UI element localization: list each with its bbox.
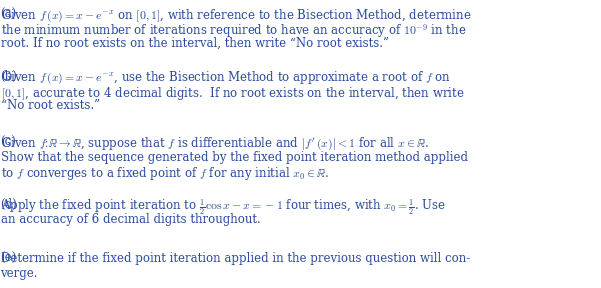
Text: Apply the fixed point iteration to $\frac{1}{2}\cos x - x = -1$ four times, with: Apply the fixed point iteration to $\fra… xyxy=(1,198,446,217)
Text: (a): (a) xyxy=(0,8,16,21)
Text: (b): (b) xyxy=(0,70,17,83)
Text: (e): (e) xyxy=(0,252,16,265)
Text: (c): (c) xyxy=(0,136,16,149)
Text: Given $f\,(x) = x - e^{-x}$, use the Bisection Method to approximate a root of $: Given $f\,(x) = x - e^{-x}$, use the Bis… xyxy=(1,70,451,86)
Text: Show that the sequence generated by the fixed point iteration method applied: Show that the sequence generated by the … xyxy=(1,151,468,164)
Text: the minimum number of iterations required to have an accuracy of $10^{-9}$ in th: the minimum number of iterations require… xyxy=(1,22,466,40)
Text: “No root exists.”: “No root exists.” xyxy=(1,99,100,112)
Text: to $f$ converges to a fixed point of $f$ for any initial $x_0 \in \mathbb{R}$.: to $f$ converges to a fixed point of $f$… xyxy=(1,165,329,182)
Text: (d): (d) xyxy=(0,198,17,211)
Text: Given $f\,(x) = x-e^{-x}$ on $[0, 1]$, with reference to the Bisection Method, d: Given $f\,(x) = x-e^{-x}$ on $[0, 1]$, w… xyxy=(1,8,471,24)
Text: an accuracy of 6 decimal digits throughout.: an accuracy of 6 decimal digits througho… xyxy=(1,213,260,226)
Text: $[0, 1]$, accurate to 4 decimal digits.  If no root exists on the interval, then: $[0, 1]$, accurate to 4 decimal digits. … xyxy=(1,84,464,101)
Text: Given $f\colon \mathbb{R} \to \mathbb{R}$, suppose that $f$ is differentiable an: Given $f\colon \mathbb{R} \to \mathbb{R}… xyxy=(1,136,429,152)
Text: Determine if the fixed point iteration applied in the previous question will con: Determine if the fixed point iteration a… xyxy=(1,252,470,265)
Text: verge.: verge. xyxy=(1,266,38,279)
Text: root. If no root exists on the interval, then write “No root exists.”: root. If no root exists on the interval,… xyxy=(1,37,388,50)
